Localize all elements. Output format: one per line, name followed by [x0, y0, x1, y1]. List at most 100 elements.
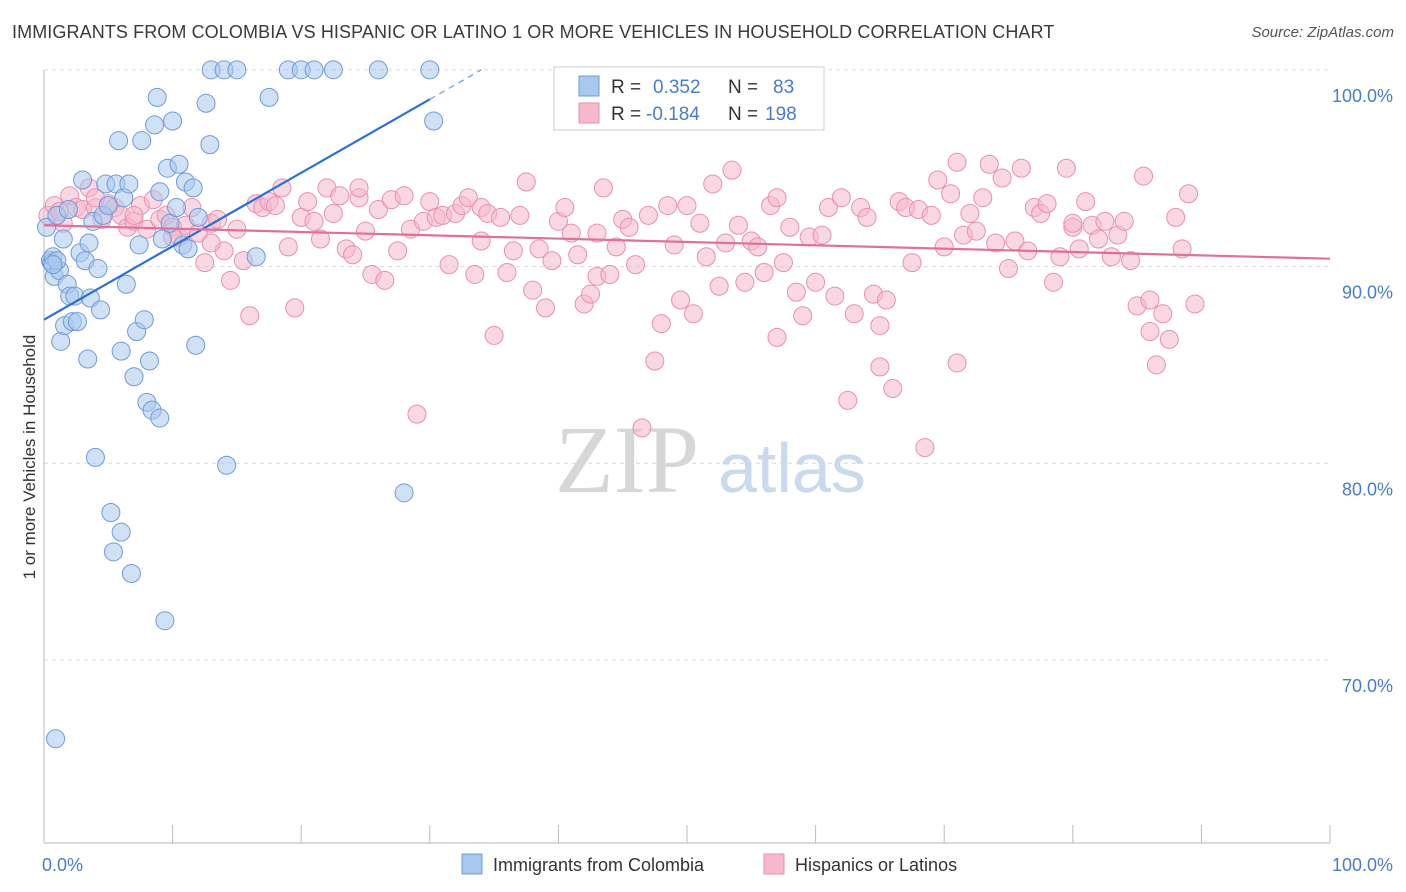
pink-point-65: [458, 188, 478, 208]
legend-n-label-blue: N =: [728, 77, 758, 98]
legend-n-value-pink: 198: [765, 104, 797, 125]
pink-point-175: [1166, 207, 1186, 227]
pink-point-123: [831, 188, 851, 208]
pink-point-181: [124, 205, 144, 225]
trendlines: [43, 69, 1331, 321]
pink-point-95: [651, 314, 671, 334]
source-label: Source: ZipAtlas.com: [1251, 24, 1394, 41]
pink-point-106: [722, 160, 742, 180]
pink-point-86: [593, 178, 613, 198]
pink-point-54: [388, 241, 408, 261]
pink-point-146: [979, 154, 999, 174]
pink-point-51: [368, 200, 388, 220]
pink-point-119: [806, 272, 826, 292]
blue-point-24: [91, 300, 111, 320]
pink-point-165: [1101, 247, 1121, 267]
blue-point-43: [139, 351, 159, 371]
watermark: ZIP atlas: [555, 406, 866, 513]
pink-point-55: [394, 186, 414, 206]
pink-point-171: [1140, 321, 1160, 341]
pink-point-177: [1179, 184, 1199, 204]
pink-point-189: [947, 152, 967, 172]
blue-point-66: [227, 60, 247, 80]
blue-point-48: [152, 229, 172, 249]
blue-point-29: [103, 542, 123, 562]
blue-point-28: [101, 502, 121, 522]
pink-point-172: [1146, 355, 1166, 375]
pink-point-174: [1159, 329, 1179, 349]
blue-point-77: [46, 729, 66, 749]
pink-point-121: [818, 198, 838, 218]
pink-point-125: [844, 304, 864, 324]
pink-point-81: [561, 223, 581, 243]
pink-point-37: [278, 237, 298, 257]
pink-point-28: [220, 270, 240, 290]
pink-point-151: [1011, 158, 1031, 178]
blue-point-8: [53, 229, 73, 249]
pink-point-187: [767, 327, 787, 347]
blue-point-68: [259, 87, 279, 107]
pink-point-136: [915, 438, 935, 458]
y-axis-title: 1 or more Vehicles in Household: [20, 335, 39, 580]
pink-point-76: [529, 239, 549, 259]
blue-point-72: [323, 60, 343, 80]
blue-point-80: [150, 182, 170, 202]
pink-point-52: [375, 270, 395, 290]
y-tick-label-2: 80.0%: [1342, 479, 1393, 499]
blue-trendline-extension: [429, 69, 482, 100]
y-tick-label-3: 70.0%: [1342, 676, 1393, 696]
blue-point-75: [424, 111, 444, 131]
blue-point-74: [420, 60, 440, 80]
pink-point-49: [356, 221, 375, 241]
blue-point-37: [124, 367, 144, 387]
blue-point-22: [85, 447, 105, 467]
pink-point-31: [240, 306, 260, 326]
series-legend: Immigrants from Colombia Hispanics or La…: [461, 853, 957, 875]
pink-point-88: [606, 237, 626, 257]
pink-point-191: [1140, 290, 1160, 310]
blue-point-58: [183, 178, 203, 198]
pink-point-45: [330, 186, 350, 206]
pink-point-173: [1153, 304, 1173, 324]
blue-point-65: [217, 455, 237, 475]
pink-point-161: [1076, 192, 1096, 212]
pink-point-44: [323, 203, 343, 223]
blue-point-36: [121, 563, 141, 583]
blue-point-23: [88, 259, 108, 279]
pink-point-80: [555, 198, 575, 218]
blue-point-45: [145, 115, 165, 135]
pink-point-155: [1037, 194, 1057, 214]
blue-point-27: [98, 196, 118, 216]
blue-point-7: [51, 331, 71, 351]
blue-point-60: [188, 207, 208, 227]
x-axis-tick-labels: 0.0% 100.0%: [42, 855, 1393, 875]
pink-point-144: [966, 221, 986, 241]
pink-point-41: [304, 211, 324, 231]
pink-point-190: [1063, 213, 1083, 233]
pink-point-185: [471, 231, 491, 251]
blue-point-54: [169, 154, 189, 174]
blue-point-49: [155, 611, 175, 631]
pink-point-74: [516, 172, 536, 192]
pink-point-168: [1121, 251, 1141, 271]
legend-n-value-blue: 83: [773, 77, 794, 98]
pink-point-93: [638, 205, 658, 225]
pink-point-78: [542, 251, 562, 271]
blue-point-11: [58, 200, 78, 220]
blue-point-47: [150, 408, 170, 428]
blue-point-62: [200, 135, 220, 155]
blue-trendline: [43, 98, 431, 321]
pink-point-40: [298, 192, 318, 212]
blue-point-59: [186, 335, 206, 355]
x-tick-label-0: 0.0%: [42, 855, 83, 875]
y-tick-label-0: 100.0%: [1332, 86, 1393, 106]
blue-series-points: [37, 60, 444, 749]
pink-point-164: [1095, 211, 1115, 231]
blue-point-79: [79, 233, 99, 253]
pink-point-70: [491, 207, 511, 227]
legend-r-label-pink: R =: [611, 104, 641, 125]
blue-point-78: [111, 522, 131, 542]
pink-point-38: [285, 298, 305, 318]
legend-swatch-pink: [578, 102, 600, 124]
